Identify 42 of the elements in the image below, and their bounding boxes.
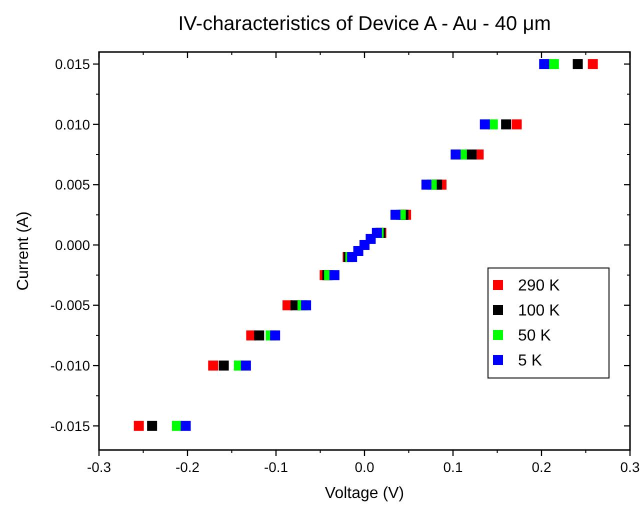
point [147,420,158,431]
point [450,150,461,160]
x-tick-label: 0.3 [620,459,640,475]
x-tick-label: -0.2 [175,459,200,475]
y-tick-label: 0.000 [54,236,90,253]
point [254,330,264,340]
point [572,59,583,70]
y-tick-label: 0.015 [54,56,90,72]
point [390,210,400,220]
point [208,360,218,371]
point [180,420,191,431]
point [270,330,280,340]
x-tick-label: -0.1 [264,459,288,475]
point [134,420,144,431]
legend-label: 50 K [518,328,552,345]
point [512,119,522,130]
chart-title: IV-characteristics of Device A - Au - 40 μm [178,13,551,35]
x-tick-label: 0.2 [532,459,552,475]
point [480,119,490,130]
point [301,300,312,310]
y-tick-label: -0.015 [50,418,90,434]
point [588,59,598,70]
x-tick-label: 0.0 [354,459,374,475]
y-tick-label: -0.010 [50,357,90,374]
point [329,270,340,280]
y-tick-label: 0.010 [54,116,90,132]
x-tick-label: -0.3 [86,459,112,475]
y-tick-label: 0.005 [54,176,90,193]
legend-label: 290 K [518,278,560,295]
point [218,360,229,371]
legend-label: 5 K [518,352,542,370]
point [501,119,512,130]
point [240,360,251,371]
x-axis-title: Voltage (V) [324,485,404,502]
legend-label: 100 K [518,302,560,320]
point [466,150,477,160]
y-axis-title: Current (A) [15,211,32,291]
point [539,59,550,70]
y-tick-label: -0.005 [50,297,90,314]
point [421,180,432,190]
x-tick-label: 0.1 [443,459,463,475]
point [548,59,559,70]
